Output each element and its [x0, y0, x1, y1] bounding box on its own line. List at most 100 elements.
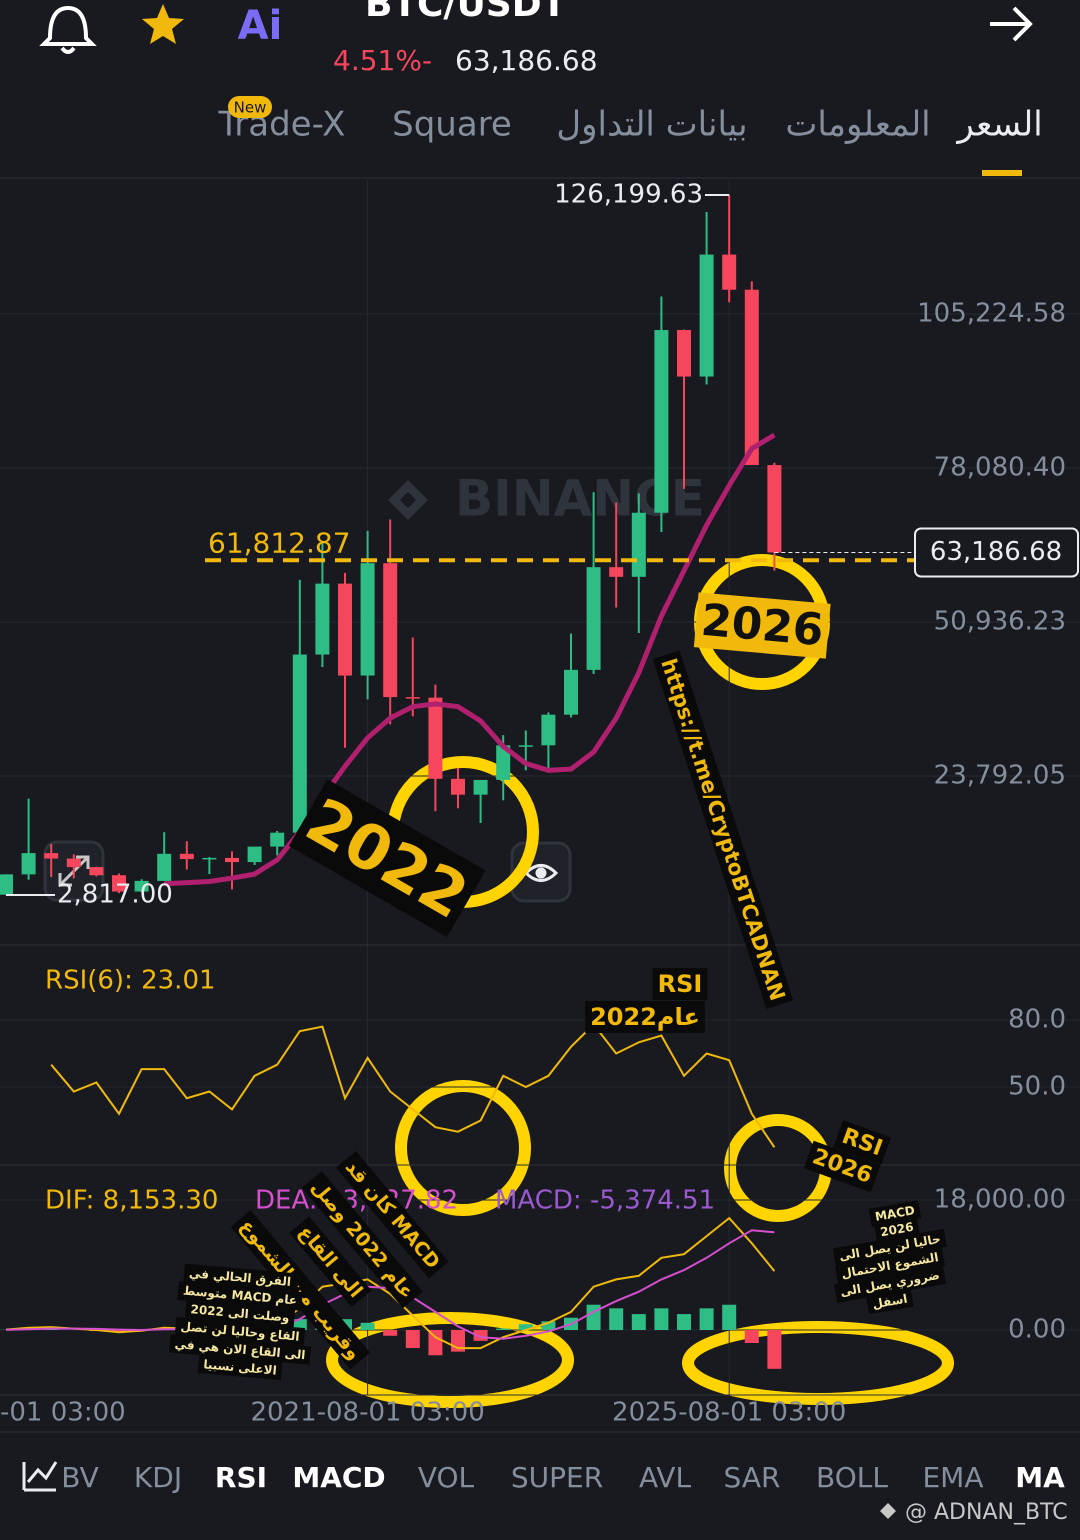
- y-tick-label: 50.0: [1008, 1072, 1066, 1102]
- macd-bar: [744, 1330, 759, 1344]
- indicator-icon[interactable]: [22, 1461, 58, 1492]
- high-label: 126,199.63: [554, 180, 703, 210]
- macd-bar: [292, 1319, 307, 1331]
- annotation: القاع وحاليا لن تصل: [174, 1316, 306, 1348]
- annotation: الاعلى نسبيا: [197, 1354, 283, 1381]
- tab[interactable]: السعر: [955, 105, 1042, 145]
- candle-body: [451, 778, 465, 795]
- annotation: MACD: [868, 1200, 922, 1227]
- pair-title[interactable]: BTC/USDT: [365, 0, 567, 25]
- macd-bar: [722, 1304, 737, 1331]
- annotation-text: 2022عام: [590, 1003, 700, 1031]
- toolbar-item[interactable]: SUPER: [511, 1461, 603, 1494]
- annotation-bg: [835, 1247, 945, 1285]
- macd-line: [5, 1216, 776, 1350]
- candle-body: [225, 857, 239, 863]
- annotation: RSI: [652, 968, 708, 1000]
- last-price-box: [914, 527, 1079, 578]
- footer-logo: [880, 1503, 896, 1519]
- candle-body: [270, 832, 285, 847]
- macd-bar: [496, 1328, 511, 1331]
- toolbar-item[interactable]: EMA: [922, 1461, 983, 1494]
- candle-body: [677, 330, 691, 377]
- watermark-logo: [388, 480, 428, 520]
- ai-button[interactable]: Ai: [238, 3, 283, 49]
- macd-bar: [473, 1330, 488, 1341]
- candle-body: [744, 289, 759, 466]
- annotation: 2022عام: [585, 1001, 705, 1033]
- rsi-line: [50, 1022, 776, 1148]
- candle-body: [89, 867, 104, 876]
- toolbar-item[interactable]: BOLL: [816, 1461, 888, 1494]
- toolbar-item[interactable]: BV: [61, 1461, 99, 1494]
- annotation: متوسط MACD عام: [177, 1281, 303, 1311]
- price-change: 4.51%-: [333, 44, 432, 77]
- low-label: 2,817.00: [57, 879, 173, 909]
- annotation: 2026: [693, 592, 831, 659]
- candle-body: [722, 254, 737, 290]
- star-icon[interactable]: [142, 4, 184, 44]
- toolbar-item[interactable]: RSI: [215, 1461, 267, 1494]
- macd-bar: [383, 1330, 398, 1336]
- macd-bar: [405, 1330, 420, 1349]
- candle-body: [44, 853, 59, 859]
- candle-body: [473, 779, 488, 795]
- annotation-text: MACD: [874, 1203, 916, 1224]
- macd-bar: [518, 1324, 533, 1331]
- toolbar-item[interactable]: AVL: [639, 1461, 692, 1494]
- annotation: RSI: [833, 1120, 892, 1165]
- toolbar-item[interactable]: KDJ: [134, 1461, 182, 1494]
- toolbar-item[interactable]: MA: [1015, 1461, 1065, 1494]
- candle-body: [405, 697, 420, 699]
- annotation-bg: [652, 650, 794, 1009]
- annotation-bg: [177, 1281, 303, 1311]
- y-tick-label: 105,224.58: [917, 299, 1066, 329]
- candle-body: [631, 512, 646, 577]
- annotation-bg: [197, 1354, 283, 1381]
- y-tick-label: 50,936.23: [934, 606, 1066, 636]
- annotation-bg: [652, 968, 708, 1000]
- annotation-bg: [833, 1120, 892, 1165]
- toolbar-item[interactable]: MACD: [292, 1461, 385, 1494]
- toolbar-item[interactable]: VOL: [418, 1461, 475, 1494]
- candle-body: [383, 563, 398, 698]
- annotation-bg: [693, 592, 831, 659]
- annotation: اسفل: [866, 1288, 914, 1315]
- annotation-text: RSI: [658, 970, 703, 998]
- bell-icon[interactable]: [39, 5, 97, 54]
- toolbar-item[interactable]: SAR: [724, 1461, 781, 1494]
- annotation: الفرق الحالي في: [183, 1263, 297, 1292]
- y-tick-label: 80.0: [1008, 1004, 1066, 1034]
- annotation-bg: [832, 1228, 947, 1267]
- candle-body: [134, 880, 149, 892]
- candle-body: [338, 583, 352, 676]
- macd-bar: [360, 1322, 375, 1331]
- candle-body: [654, 330, 669, 513]
- macd-bar: [428, 1330, 443, 1356]
- candle-body: [428, 697, 443, 779]
- tab[interactable]: المعلومات: [785, 105, 930, 145]
- macd-bar: [767, 1330, 782, 1369]
- annotation-bg: [230, 1210, 371, 1370]
- active-tab-indicator: [982, 170, 1022, 176]
- annotation-bg: [833, 1265, 947, 1303]
- candle-body: [586, 567, 601, 670]
- share-arrow[interactable]: [990, 6, 1033, 42]
- annotation-text: 2026: [699, 595, 825, 656]
- annotation-bg: [174, 1316, 306, 1348]
- candle-body: [767, 465, 782, 553]
- annotation-bg: [168, 1334, 312, 1365]
- macd-bar: [541, 1321, 556, 1331]
- badge-bg: [228, 96, 272, 118]
- candle-body: [157, 853, 172, 881]
- candle-body: [66, 858, 81, 868]
- y-tick-label: 0.00: [1008, 1315, 1066, 1345]
- macd-bar: [677, 1314, 691, 1331]
- moving-average: [164, 432, 776, 887]
- annotation-text: 2026: [879, 1220, 914, 1240]
- tab[interactable]: بيانات التداول: [556, 105, 747, 145]
- annotation-bg: [585, 1001, 705, 1033]
- candle-body: [699, 254, 714, 377]
- tab[interactable]: Square: [392, 105, 512, 145]
